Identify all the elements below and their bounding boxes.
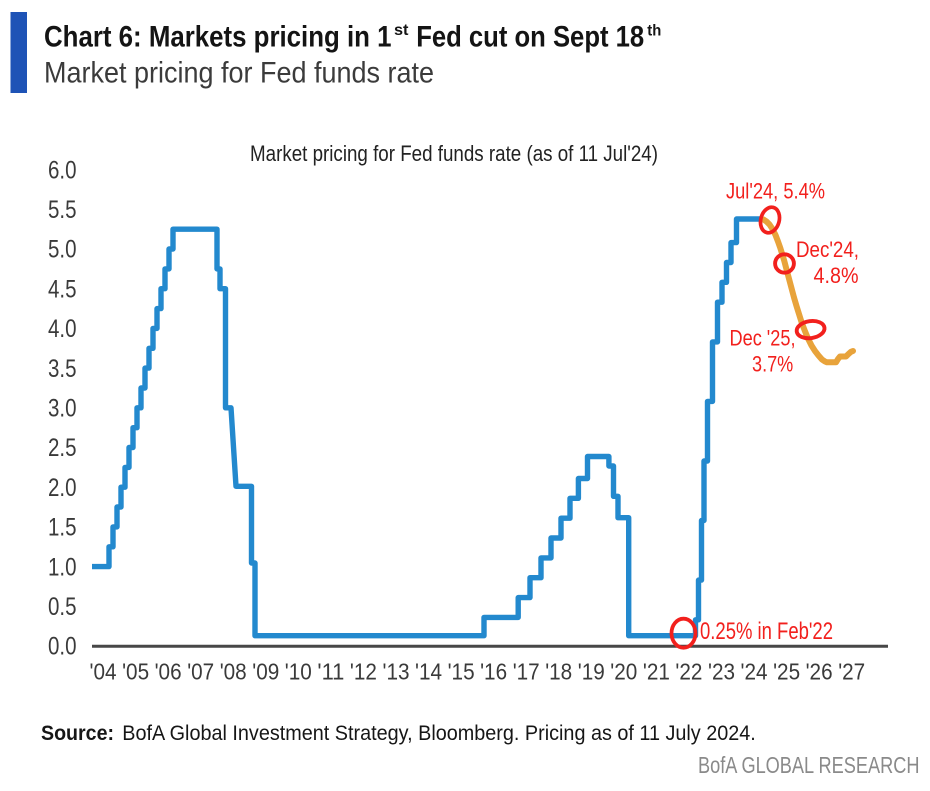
svg-text:'20: '20 <box>610 659 637 685</box>
svg-text:'19: '19 <box>578 659 605 685</box>
svg-text:'13: '13 <box>383 659 410 685</box>
svg-text:4.8%: 4.8% <box>814 263 859 288</box>
svg-text:4.5: 4.5 <box>48 275 77 303</box>
svg-text:'05: '05 <box>122 659 149 685</box>
svg-text:6.0: 6.0 <box>48 156 77 184</box>
svg-text:'04: '04 <box>90 659 117 685</box>
svg-text:2.5: 2.5 <box>48 434 77 462</box>
svg-text:'23: '23 <box>708 659 735 685</box>
svg-text:'26: '26 <box>806 659 833 685</box>
svg-text:'27: '27 <box>838 659 865 685</box>
svg-text:'07: '07 <box>187 659 214 685</box>
svg-text:1.5: 1.5 <box>48 514 77 542</box>
svg-text:'25: '25 <box>773 659 800 685</box>
svg-text:BofA GLOBAL RESEARCH: BofA GLOBAL RESEARCH <box>698 752 920 778</box>
svg-text:Jul'24, 5.4%: Jul'24, 5.4% <box>726 179 825 204</box>
svg-text:0.0: 0.0 <box>48 633 77 661</box>
svg-text:'17: '17 <box>513 659 540 685</box>
svg-text:'08: '08 <box>220 659 247 685</box>
svg-text:0.5: 0.5 <box>48 593 77 621</box>
svg-text:'22: '22 <box>675 659 702 685</box>
svg-text:'14: '14 <box>415 659 442 685</box>
svg-text:2.0: 2.0 <box>48 474 77 502</box>
svg-text:BofA Global Investment Strateg: BofA Global Investment Strategy, Bloombe… <box>122 722 756 745</box>
svg-text:Source:: Source: <box>41 722 114 745</box>
svg-text:0.25% in Feb'22: 0.25% in Feb'22 <box>700 618 833 645</box>
svg-text:4.0: 4.0 <box>48 315 77 343</box>
svg-text:'18: '18 <box>545 659 572 685</box>
svg-text:'12: '12 <box>350 659 377 685</box>
svg-text:Market pricing for Fed funds r: Market pricing for Fed funds rate (as of… <box>250 141 658 166</box>
svg-text:Fed cut on Sept 18: Fed cut on Sept 18 <box>416 21 644 54</box>
svg-text:Chart 6: Markets pricing in 1: Chart 6: Markets pricing in 1 <box>44 21 392 54</box>
svg-text:3.0: 3.0 <box>48 395 77 423</box>
svg-text:th: th <box>647 22 661 39</box>
svg-text:5.5: 5.5 <box>48 196 77 224</box>
svg-text:Market pricing for Fed funds r: Market pricing for Fed funds rate <box>44 57 434 90</box>
svg-text:Dec '25,: Dec '25, <box>730 326 796 351</box>
svg-text:'16: '16 <box>480 659 507 685</box>
svg-text:'06: '06 <box>155 659 182 685</box>
svg-text:'15: '15 <box>448 659 475 685</box>
svg-text:'11: '11 <box>317 659 344 685</box>
svg-text:5.0: 5.0 <box>48 236 77 264</box>
svg-text:'10: '10 <box>285 659 312 685</box>
svg-text:st: st <box>394 22 409 39</box>
svg-text:'21: '21 <box>643 659 670 685</box>
svg-text:Dec'24,: Dec'24, <box>796 237 859 262</box>
svg-text:1.0: 1.0 <box>48 553 77 581</box>
svg-text:'24: '24 <box>741 659 768 685</box>
svg-text:'09: '09 <box>252 659 279 685</box>
svg-text:3.5: 3.5 <box>48 355 77 383</box>
svg-text:3.7%: 3.7% <box>752 352 793 377</box>
